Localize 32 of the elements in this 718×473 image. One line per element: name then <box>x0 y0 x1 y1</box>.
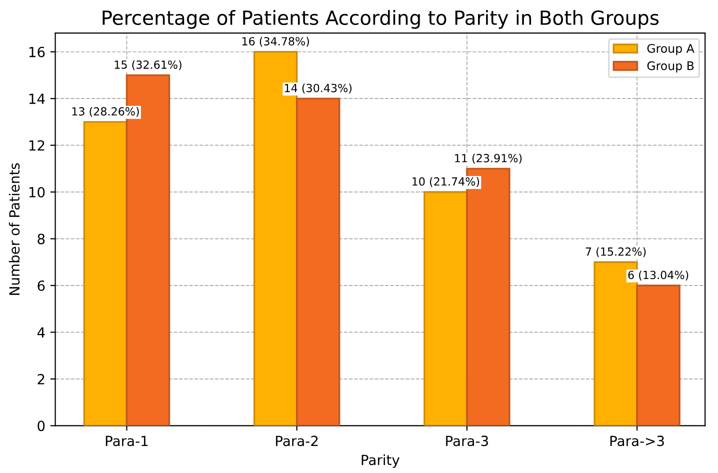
data-label: 14 (30.43%) <box>284 84 352 94</box>
data-label: 16 (34.78%) <box>242 36 309 47</box>
bar <box>83 121 128 426</box>
x-tick-label: Para-2 <box>276 436 318 446</box>
data-label: 10 (21.74%) <box>412 177 480 188</box>
y-tick-label: 0 <box>38 420 45 432</box>
y-tick-label: 14 <box>29 94 45 104</box>
data-label: 13 (28.26%) <box>72 107 139 117</box>
legend-label: Group B <box>647 61 694 72</box>
y-tick-label: 16 <box>29 46 45 58</box>
bar <box>636 284 680 426</box>
y-tick-label: 12 <box>29 140 44 151</box>
y-tick-label: 10 <box>29 186 45 198</box>
bar <box>424 191 468 426</box>
x-axis-title: Parity <box>362 454 400 468</box>
legend-label: Group A <box>647 44 694 56</box>
data-label: 6 (13.04%) <box>628 270 688 280</box>
y-axis-title: Number of Patients <box>8 163 20 295</box>
y-tick-label: 8 <box>38 234 45 244</box>
x-tick-label: Para-3 <box>446 436 488 446</box>
y-tick-label: 2 <box>38 374 44 384</box>
chart-title: Percentage of Patients According to Parity in Both Groups <box>102 10 659 29</box>
data-label: 11 (23.91%) <box>455 154 522 164</box>
bar <box>296 98 340 426</box>
x-tick-label: Para-1 <box>106 436 148 446</box>
data-label: 15 (32.61%) <box>114 60 182 70</box>
bar <box>594 261 638 426</box>
data-label: 7 (15.22%) <box>586 247 646 258</box>
y-tick-label: 6 <box>38 280 45 291</box>
y-tick-label: 4 <box>37 327 45 338</box>
x-tick-label: Para->3 <box>610 436 664 446</box>
bar <box>253 50 298 426</box>
